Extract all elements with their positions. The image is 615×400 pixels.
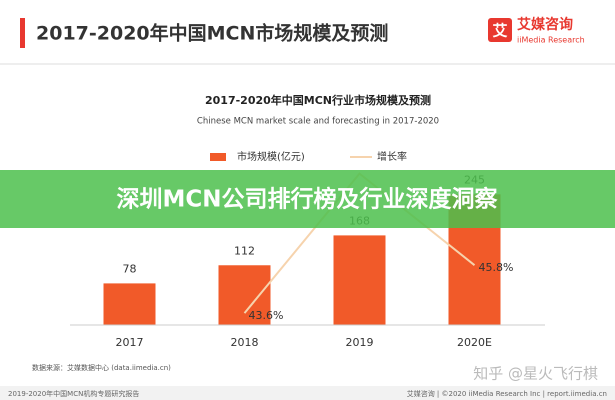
plot: 市场规模(亿元)增长率2017201820192020E781121682454… xyxy=(103,150,514,349)
footer-left: 2019-2020年中国MCN机构专题研究报告 xyxy=(8,389,139,398)
x-tick-label: 2018 xyxy=(231,336,259,349)
footer-bar xyxy=(0,386,615,400)
chart-title: 2017-2020年中国MCN行业市场规模及预测 xyxy=(205,93,431,107)
source: 数据来源：艾媒数据中心 (data.iimedia.cn) xyxy=(32,363,171,372)
bar xyxy=(218,265,271,325)
title-accent xyxy=(20,18,25,48)
logo-icon: 艾 xyxy=(492,22,507,40)
page-title: 2017-2020年中国MCN市场规模及预测 xyxy=(36,22,388,45)
legend-swatch xyxy=(210,153,226,161)
bar xyxy=(333,235,386,325)
x-tick-label: 2020E xyxy=(457,336,492,349)
legend-label: 增长率 xyxy=(377,150,407,163)
line-value-label: 45.8% xyxy=(479,261,514,274)
chart-subtitle: Chinese MCN market scale and forecasting… xyxy=(197,117,439,127)
legend-label: 市场规模(亿元) xyxy=(237,150,305,163)
logo-sub: iiMedia Research xyxy=(517,36,585,45)
x-tick-label: 2019 xyxy=(346,336,374,349)
watermark: 知乎 @星火飞行棋 xyxy=(473,365,598,383)
bar xyxy=(103,283,156,325)
banner-bg xyxy=(0,170,615,228)
line-value-label: 43.6% xyxy=(249,309,284,322)
x-tick-label: 2017 xyxy=(116,336,144,349)
logo-icon-bg xyxy=(488,18,512,42)
footer-right: 艾媒咨询 | ©2020 iiMedia Research Inc | repo… xyxy=(407,389,607,398)
value-label: 78 xyxy=(123,262,137,275)
value-label: 112 xyxy=(234,244,255,257)
logo-name: 艾媒咨询 xyxy=(517,16,573,33)
banner-text: 深圳MCN公司排行榜及行业深度洞察 xyxy=(116,186,498,213)
